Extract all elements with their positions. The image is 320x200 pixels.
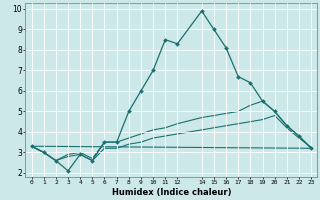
X-axis label: Humidex (Indice chaleur): Humidex (Indice chaleur) xyxy=(112,188,231,197)
